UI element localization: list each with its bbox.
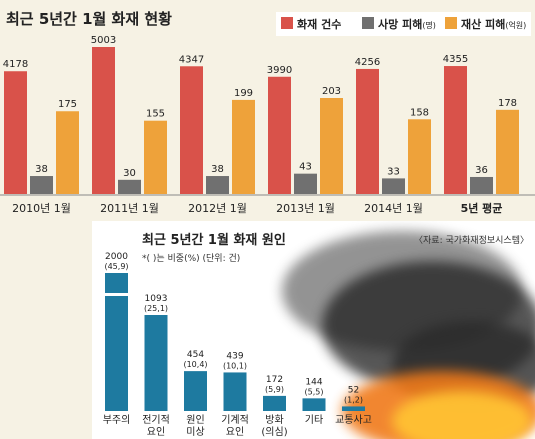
bar-value-label: 5003	[91, 35, 116, 46]
bar-value-label: 30	[123, 168, 136, 179]
bar-deaths	[206, 176, 229, 194]
legend-swatch	[281, 17, 293, 29]
bar-property	[496, 109, 519, 194]
category-label: 전기적	[142, 414, 170, 426]
bar-value-label: 172	[266, 375, 283, 385]
bar-percent-label: (10,1)	[223, 361, 247, 370]
bar-value-label: 4347	[179, 54, 204, 65]
bars: 4178 38 175 5003 30 155 4347 38 199 3990 43 203 4256…	[3, 35, 519, 194]
bar-value-label: 155	[146, 109, 165, 120]
bar-cause	[144, 315, 168, 411]
bar-fires	[268, 76, 291, 194]
bar-value-label: 38	[211, 164, 224, 175]
bar-value-label: 4256	[355, 57, 380, 68]
legend-swatch	[362, 17, 374, 29]
source-note: 〈자료: 국가화재정보시스템〉	[414, 234, 529, 246]
category-label: 기계적	[221, 414, 249, 426]
x-tick-label: 2013년 1월	[276, 202, 335, 215]
bar-value-label: 38	[35, 164, 48, 175]
legend: 화재 건수 사망 피해(명) 재산 피해(억원)	[281, 17, 526, 31]
legend-box	[276, 12, 531, 36]
legend-label: 화재 건수	[297, 17, 341, 31]
bar-value-label: 52	[348, 385, 359, 395]
unit-note: *( )는 비중(%) (단위: 건)	[142, 253, 240, 264]
bar-percent-label: (10,4)	[183, 360, 207, 369]
bar-cause	[302, 398, 326, 411]
bar-property	[232, 99, 255, 194]
bar-cause	[342, 406, 365, 411]
category-label: 부주의	[103, 414, 131, 426]
bar-value-label: 144	[305, 377, 322, 387]
bar-value-label: 4355	[443, 54, 468, 65]
bar-value-label: 439	[226, 351, 243, 361]
x-axis-labels: 2010년 1월 2011년 1월 2012년 1월 2013년 1월 2014년 1월…	[12, 201, 502, 215]
x-tick-label: 2011년 1월	[100, 202, 159, 215]
bar-deaths	[470, 176, 493, 194]
bar-value-label: 4178	[3, 59, 28, 70]
bar-percent-label: (25,1)	[144, 304, 168, 313]
bar-value-label: 33	[387, 166, 400, 177]
bar-cause	[223, 372, 247, 411]
bar-percent-label: (45,9)	[104, 262, 128, 271]
category-label: 원인	[186, 414, 204, 426]
legend-label: 재산 피해(억원)	[461, 17, 526, 31]
bar-fires	[180, 66, 203, 194]
x-tick-label: 2014년 1월	[364, 202, 423, 215]
legend-label: 사망 피해(명)	[378, 17, 436, 31]
category-label: 요인	[226, 426, 244, 438]
bar-deaths	[118, 179, 141, 194]
bar-fires	[444, 66, 467, 194]
category-label: 방화	[265, 414, 283, 426]
legend-swatch	[445, 17, 457, 29]
category-label: 미상	[186, 426, 204, 438]
bar-property	[320, 98, 343, 194]
bar-cause	[105, 273, 128, 411]
fire-status-chart: 최근 5년간 1월 화재 현황 화재 건수 사망 피해(명) 재산 피해(억원) 4…	[0, 10, 535, 215]
bar-value-label: 3990	[267, 65, 292, 76]
x-tick-label: 2010년 1월	[12, 202, 71, 215]
bar-value-label: 203	[322, 86, 341, 97]
bar-value-label: 158	[410, 107, 429, 118]
bar-fires	[356, 68, 379, 194]
bar-property	[56, 111, 79, 194]
bar-property	[408, 119, 431, 194]
bar-deaths	[30, 176, 53, 194]
bar-percent-label: (1,2)	[344, 395, 363, 404]
x-tick-label: 5년 평균	[461, 201, 503, 215]
category-label: 요인	[147, 426, 165, 438]
bar-percent-label: (5,5)	[305, 387, 324, 396]
bars	[104, 273, 365, 411]
bar-value-label: 43	[299, 162, 312, 173]
axis-break-mark	[104, 293, 129, 296]
chart-title: 최근 5년간 1월 화재 원인	[142, 232, 286, 248]
bar-fires	[4, 71, 27, 194]
bar-deaths	[382, 178, 405, 194]
bar-percent-label: (5,9)	[265, 385, 284, 394]
bar-deaths	[294, 173, 317, 194]
bar-cause	[184, 371, 207, 411]
bar-value-label: 178	[498, 98, 517, 109]
bar-property	[144, 120, 167, 194]
fire-cause-chart: 최근 5년간 1월 화재 원인 〈자료: 국가화재정보시스템〉 *( )는 비중…	[103, 232, 529, 438]
category-label: (의심)	[261, 426, 287, 438]
bar-value-label: 1093	[145, 294, 168, 304]
bar-value-label: 175	[58, 99, 77, 110]
bar-value-label: 454	[187, 350, 204, 360]
category-label: 교통사고	[335, 414, 372, 426]
bar-value-label: 36	[475, 165, 488, 176]
chart-title: 최근 5년간 1월 화재 현황	[6, 10, 172, 28]
fire-cause-panel: 최근 5년간 1월 화재 원인 〈자료: 국가화재정보시스템〉 *( )는 비중…	[92, 221, 535, 439]
category-label: 기타	[305, 414, 323, 426]
value-labels: 2000(45,9) 1093(25,1) 454(10,4) 439(10,1) 17…	[104, 252, 363, 404]
x-tick-label: 2012년 1월	[188, 202, 247, 215]
bar-cause	[263, 395, 286, 411]
bar-value-label: 2000	[105, 252, 128, 262]
bar-value-label: 199	[234, 88, 253, 99]
bar-fires	[92, 47, 115, 194]
